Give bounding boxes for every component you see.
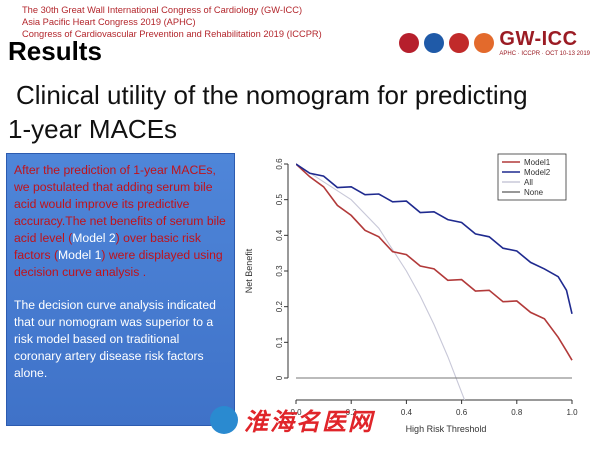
- x-tick-label: 1.0: [566, 408, 578, 417]
- header-line-3: Congress of Cardiovascular Prevention an…: [22, 29, 322, 39]
- gwicc-brand: GW-ICC APHC · ICCPR · OCT 10-13 2019: [499, 28, 590, 57]
- p1-text-b: ) over basic risk factors (: [14, 231, 201, 262]
- y-tick-label: 0.5: [275, 194, 284, 206]
- x-tick-label: 0.8: [511, 408, 523, 417]
- p1-model2-label: Model 2: [72, 231, 116, 245]
- subtitle-line-1: Clinical utility of the nomogram for pre…: [16, 80, 528, 110]
- series-line-all: [296, 163, 466, 400]
- x-axis-label: High Risk Threshold: [406, 424, 487, 434]
- congress-header: The 30th Great Wall International Congre…: [22, 4, 382, 40]
- watermark: 淮海名医网: [210, 402, 374, 437]
- description-paragraph-2: The decision curve analysis indicated th…: [14, 298, 216, 380]
- y-tick-label: 0.2: [275, 301, 284, 313]
- slide-subtitle: Clinical utility of the nomogram for pre…: [8, 78, 598, 146]
- heart-ribbon-icon: [449, 32, 470, 53]
- decision-curve-svg: 0 0.1 0.2 0.3 0.4 0.5 0.6 0.0 0.2 0.4 0.6 0.8 1.0 Net…: [244, 153, 578, 434]
- decision-curve-plot: 0 0.1 0.2 0.3 0.4 0.5 0.6 0.0 0.2 0.4 0.6 0.8 1.0 Net…: [240, 150, 592, 440]
- watermark-text: 淮海名医网: [244, 409, 374, 436]
- iccpr-logo-icon: [474, 32, 495, 53]
- series-line-model1: [296, 163, 573, 361]
- slide-title: Results: [8, 36, 102, 66]
- y-tick-label: 0.6: [275, 158, 284, 170]
- p1-model1-label: Model 1: [58, 248, 102, 262]
- description-box: After the prediction of 1-year MACEs, we…: [6, 153, 235, 426]
- header-line-1: The 30th Great Wall International Congre…: [22, 5, 303, 15]
- legend-label-model2: Model2: [524, 168, 551, 177]
- brand-name: GW-ICC: [499, 28, 578, 50]
- legend-label-none: None: [524, 188, 544, 197]
- legend-label-all: All: [524, 178, 533, 187]
- legend-label-model1: Model1: [524, 158, 551, 167]
- x-tick-label: 0.2: [346, 408, 358, 417]
- x-tick-label: 0.6: [456, 408, 468, 417]
- y-axis-label: Net Benefit: [244, 248, 254, 293]
- p1-text-a: After the prediction of 1-year MACEs, we…: [14, 163, 226, 245]
- y-tick-label: 0.3: [275, 265, 284, 277]
- series-line-model2: [296, 163, 573, 314]
- watermark-logo-icon: [210, 405, 238, 434]
- y-tick-label: 0.4: [275, 229, 284, 241]
- society-seal-icon: [424, 32, 445, 53]
- x-tick-label: 0.0: [290, 408, 302, 417]
- description-paragraph-1: After the prediction of 1-year MACEs, we…: [14, 162, 227, 281]
- x-tick-label: 0.4: [401, 408, 413, 417]
- header-line-2: Asia Pacific Heart Congress 2019 (APHC): [22, 17, 196, 27]
- y-tick-label: 0: [275, 375, 284, 380]
- subtitle-line-2: 1-year MACEs: [8, 114, 178, 144]
- sponsor-logos: GW-ICC APHC · ICCPR · OCT 10-13 2019: [399, 28, 590, 57]
- brand-subtitle: APHC · ICCPR · OCT 10-13 2019: [499, 51, 590, 57]
- heart-logo-icon: [399, 32, 420, 53]
- p1-text-c: ) were displayed using decision curve an…: [14, 248, 223, 279]
- y-tick-label: 0.1: [275, 336, 284, 348]
